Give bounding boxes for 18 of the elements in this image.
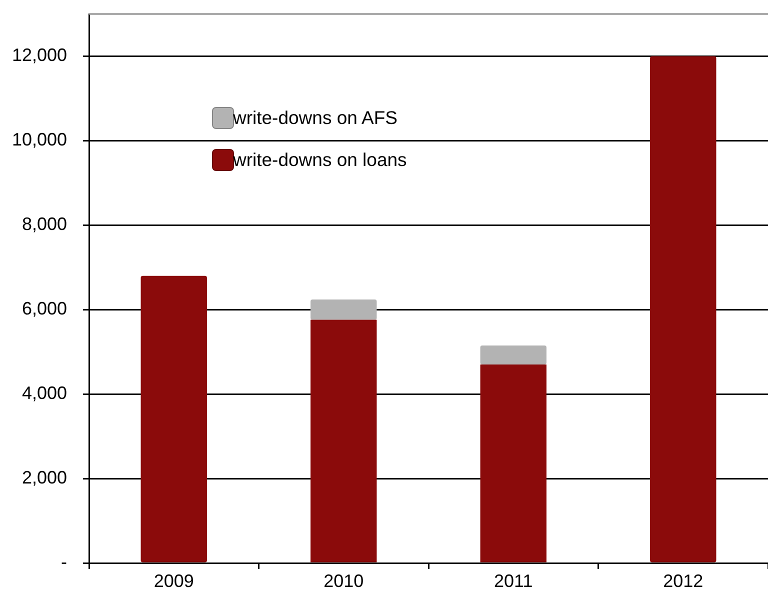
bar: [310, 320, 377, 562]
bar: [650, 56, 716, 562]
bar: [310, 299, 377, 320]
legend-label: write-downs on AFS: [233, 107, 398, 129]
y-tick-label: 12,000: [12, 45, 67, 66]
x-tick-label: 2011: [494, 570, 533, 591]
x-tick-label: 2012: [663, 570, 704, 591]
bar: [140, 276, 207, 562]
x-tick-label: 2009: [154, 570, 194, 591]
y-tick-label: -: [61, 552, 67, 572]
x-tick-label: 2010: [324, 570, 364, 591]
y-tick-label: 8,000: [22, 214, 67, 234]
bar: [480, 346, 546, 365]
y-tick-label: 10,000: [12, 130, 67, 150]
y-tick-label: 2,000: [22, 468, 67, 488]
bar: [480, 364, 546, 562]
y-tick-label: 6,000: [22, 298, 67, 319]
y-tick-label: 4,000: [22, 383, 67, 404]
